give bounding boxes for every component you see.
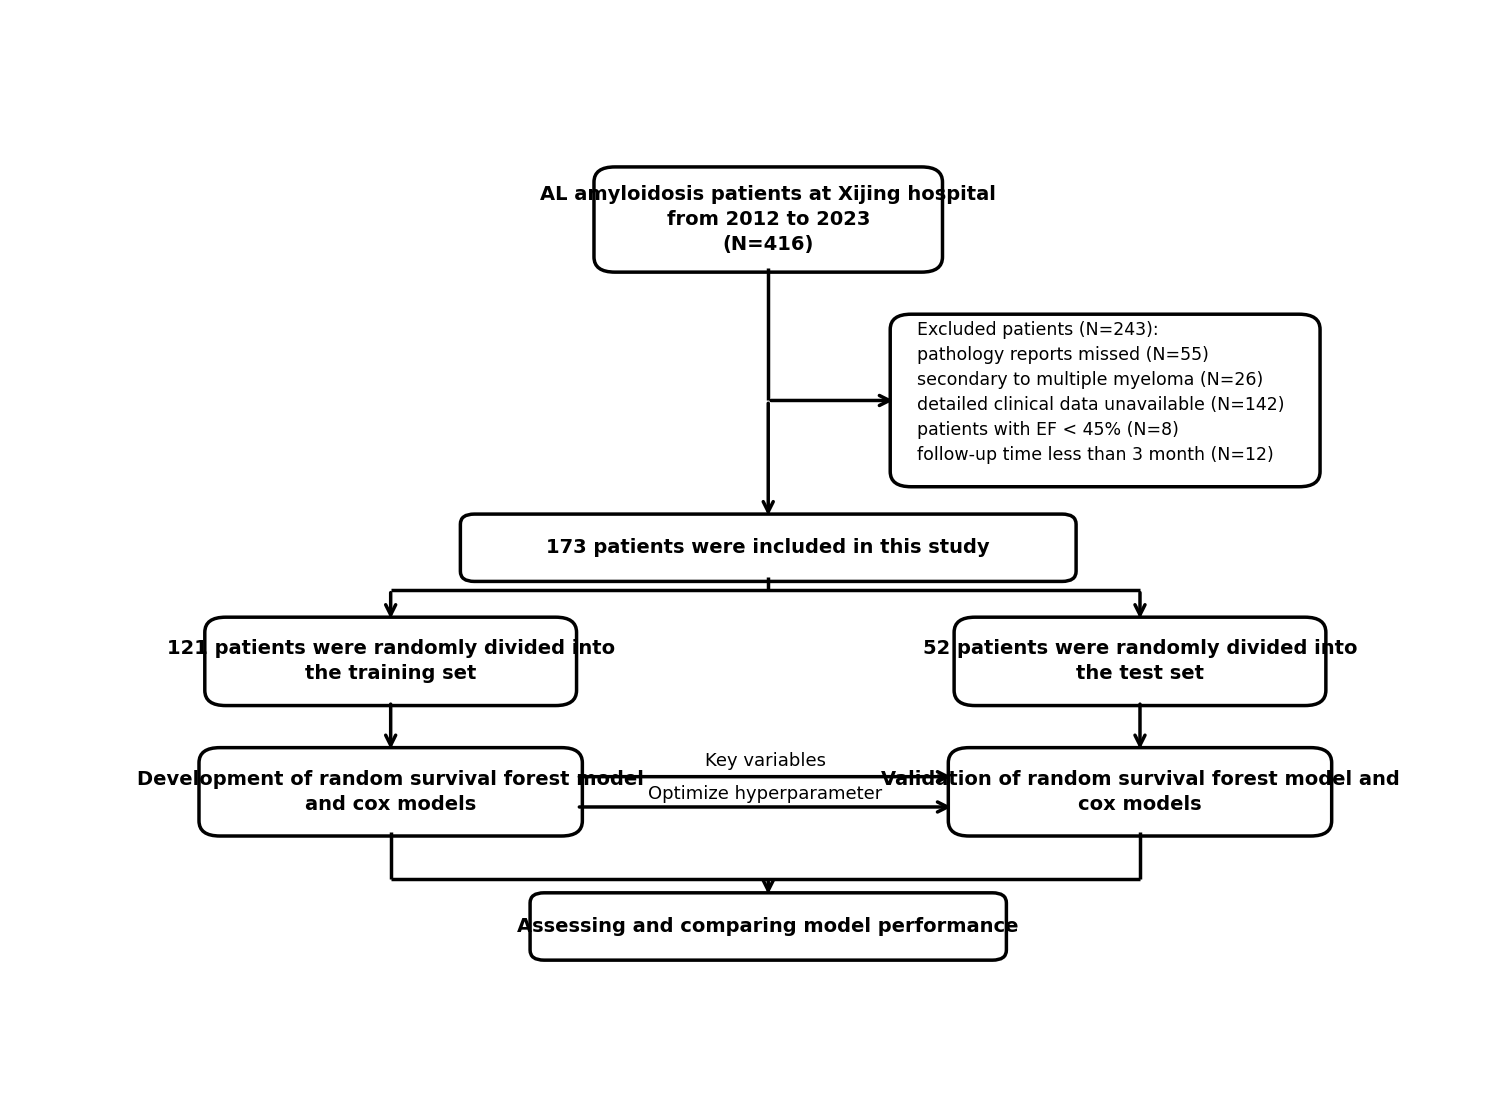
FancyBboxPatch shape <box>953 618 1325 706</box>
Text: Optimize hyperparameter: Optimize hyperparameter <box>648 785 883 802</box>
Text: Excluded patients (N=243):
pathology reports missed (N=55)
secondary to multiple: Excluded patients (N=243): pathology rep… <box>917 320 1285 463</box>
Text: 121 patients were randomly divided into
the training set: 121 patients were randomly divided into … <box>166 639 615 683</box>
FancyBboxPatch shape <box>890 314 1321 486</box>
Text: AL amyloidosis patients at Xijing hospital
from 2012 to 2023
(N=416): AL amyloidosis patients at Xijing hospit… <box>540 185 997 254</box>
FancyBboxPatch shape <box>199 748 582 836</box>
Text: Development of random survival forest model
and cox models: Development of random survival forest mo… <box>138 769 645 814</box>
FancyBboxPatch shape <box>460 514 1076 581</box>
Text: 173 patients were included in this study: 173 patients were included in this study <box>547 538 989 557</box>
Text: 52 patients were randomly divided into
the test set: 52 patients were randomly divided into t… <box>923 639 1357 683</box>
Text: Assessing and comparing model performance: Assessing and comparing model performanc… <box>517 917 1019 936</box>
FancyBboxPatch shape <box>594 167 943 272</box>
Text: Validation of random survival forest model and
cox models: Validation of random survival forest mod… <box>880 769 1400 814</box>
Text: Key variables: Key variables <box>705 752 826 769</box>
FancyBboxPatch shape <box>205 618 577 706</box>
FancyBboxPatch shape <box>949 748 1331 836</box>
FancyBboxPatch shape <box>531 893 1006 960</box>
